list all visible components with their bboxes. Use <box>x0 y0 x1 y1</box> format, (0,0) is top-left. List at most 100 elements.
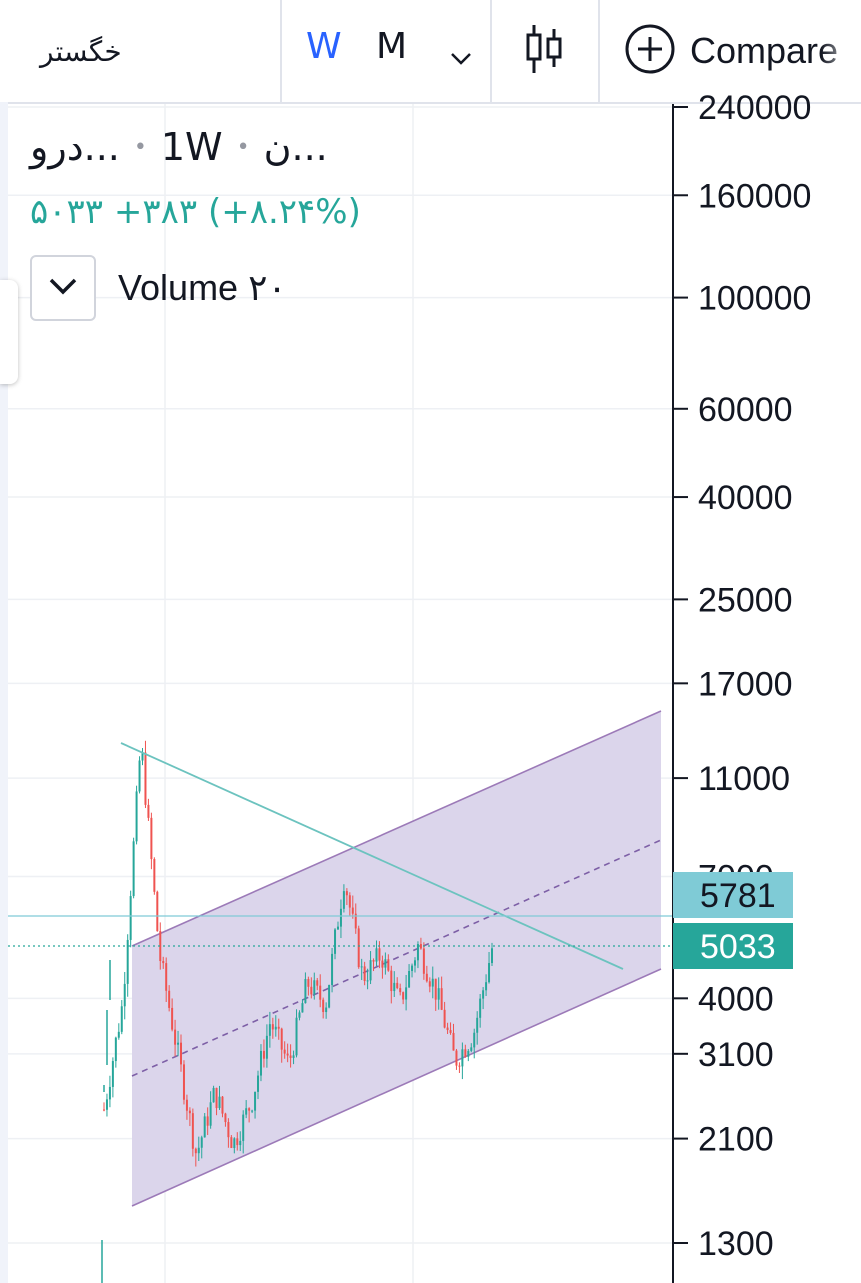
candle-body <box>307 979 310 987</box>
axis-tick-label: 240000 <box>698 89 811 127</box>
legend-change-pct: (+۸.۲۴%) <box>207 192 361 232</box>
candle-body <box>328 984 331 1008</box>
grid-lines <box>8 104 673 1283</box>
level-tag-text: 5781 <box>700 877 776 915</box>
candle-body <box>467 1050 470 1057</box>
candle-body <box>123 983 126 1007</box>
axis-tick-label: 60000 <box>698 391 793 429</box>
candle-body <box>408 971 411 988</box>
candle-body <box>171 1007 174 1030</box>
candle-body <box>188 1110 191 1114</box>
candle-body <box>319 985 322 1000</box>
candle-body <box>298 1012 301 1018</box>
candle-body <box>120 1006 123 1032</box>
candle-body <box>242 1114 245 1141</box>
candle-body <box>206 1116 209 1126</box>
plus-circle-icon <box>624 23 676 79</box>
candle-body <box>257 1075 260 1092</box>
compare-label: Compare <box>690 30 839 71</box>
candle-body <box>310 986 313 995</box>
drawing-toolbar-toggle[interactable] <box>0 280 18 384</box>
candle-body <box>245 1108 248 1115</box>
candle-body <box>446 1027 449 1031</box>
chevron-down-icon <box>48 277 78 299</box>
candle-body <box>162 961 165 964</box>
candle-body <box>461 1049 464 1067</box>
candle-body <box>153 859 156 892</box>
candle-body <box>387 959 390 971</box>
candle-body <box>200 1137 203 1148</box>
interval-month-button[interactable]: M <box>376 26 408 67</box>
candle-body <box>138 760 141 792</box>
candle-body <box>482 990 485 999</box>
candle-body <box>126 939 129 984</box>
axis-tick-label: 17000 <box>698 665 793 703</box>
compare-button[interactable]: Compare <box>600 0 861 102</box>
legend-collapse-button[interactable] <box>30 255 96 321</box>
parallel-channel-drawing <box>131 710 662 1207</box>
candle-body <box>150 817 153 860</box>
candle-body <box>422 948 425 974</box>
candle-body <box>425 973 428 982</box>
legend-separator-dot: • <box>236 134 250 160</box>
candle-body <box>262 1050 265 1059</box>
candle-body <box>218 1096 221 1109</box>
candle-body <box>440 988 443 1010</box>
interval-dropdown-chevron-icon[interactable] <box>450 34 472 75</box>
candle-body <box>191 1113 194 1149</box>
candle-body <box>156 891 159 932</box>
candle-body <box>416 944 419 961</box>
candle-body <box>354 913 357 929</box>
candle-body <box>491 948 493 964</box>
candle-body <box>458 1065 461 1067</box>
candle-body <box>203 1116 206 1138</box>
left-drawing-strip <box>0 102 8 1283</box>
interval-week-button[interactable]: W <box>306 26 342 67</box>
channel-upper-line <box>131 710 662 947</box>
trendline <box>120 742 624 970</box>
legend-name: ...ن <box>263 125 328 169</box>
candle-body <box>111 1061 114 1087</box>
symbol-search-button[interactable]: خگستر <box>0 0 282 102</box>
candle-body <box>378 948 381 961</box>
chart-type-button[interactable] <box>492 0 600 102</box>
candle-body <box>375 948 378 962</box>
candle-body <box>339 908 342 927</box>
candle-body <box>180 1042 183 1065</box>
candle-body <box>402 992 405 1000</box>
candle-body <box>369 960 372 981</box>
candle-body <box>168 990 171 1008</box>
candle-body <box>144 752 147 805</box>
candle-body <box>366 980 369 982</box>
volume-indicator-label: Volume ۲۰ <box>118 267 287 308</box>
candle-body <box>363 966 366 982</box>
candle-body <box>239 1140 242 1146</box>
candle-body <box>381 960 384 968</box>
candle-body <box>304 979 307 1004</box>
axis-tick-label: 100000 <box>698 280 811 318</box>
axis-tick-label: 3100 <box>698 1036 774 1074</box>
axis-tick-label: 4000 <box>698 980 774 1018</box>
candle-body <box>476 1017 479 1033</box>
candle-body <box>479 998 482 1018</box>
legend-change: +۳۸۳ <box>113 192 198 232</box>
candle-body <box>384 959 387 968</box>
candle-body <box>295 1017 298 1056</box>
candle-body <box>177 1042 180 1045</box>
candle-body <box>277 1026 280 1029</box>
candle-body <box>443 1009 446 1028</box>
candle-body <box>129 896 132 940</box>
candle-body <box>452 1032 455 1051</box>
candle-body <box>265 1035 268 1059</box>
candle-body <box>372 960 375 962</box>
candle-body <box>197 1147 200 1154</box>
symbol-label: خگستر <box>40 34 122 68</box>
candle-body <box>428 981 431 987</box>
interval-group: W M <box>284 0 492 102</box>
candle-body <box>437 988 440 1000</box>
candle-body <box>360 966 363 968</box>
top-toolbar: خگستر W M Compare <box>0 0 861 104</box>
candle-body <box>224 1113 227 1123</box>
candle-body <box>485 982 488 991</box>
